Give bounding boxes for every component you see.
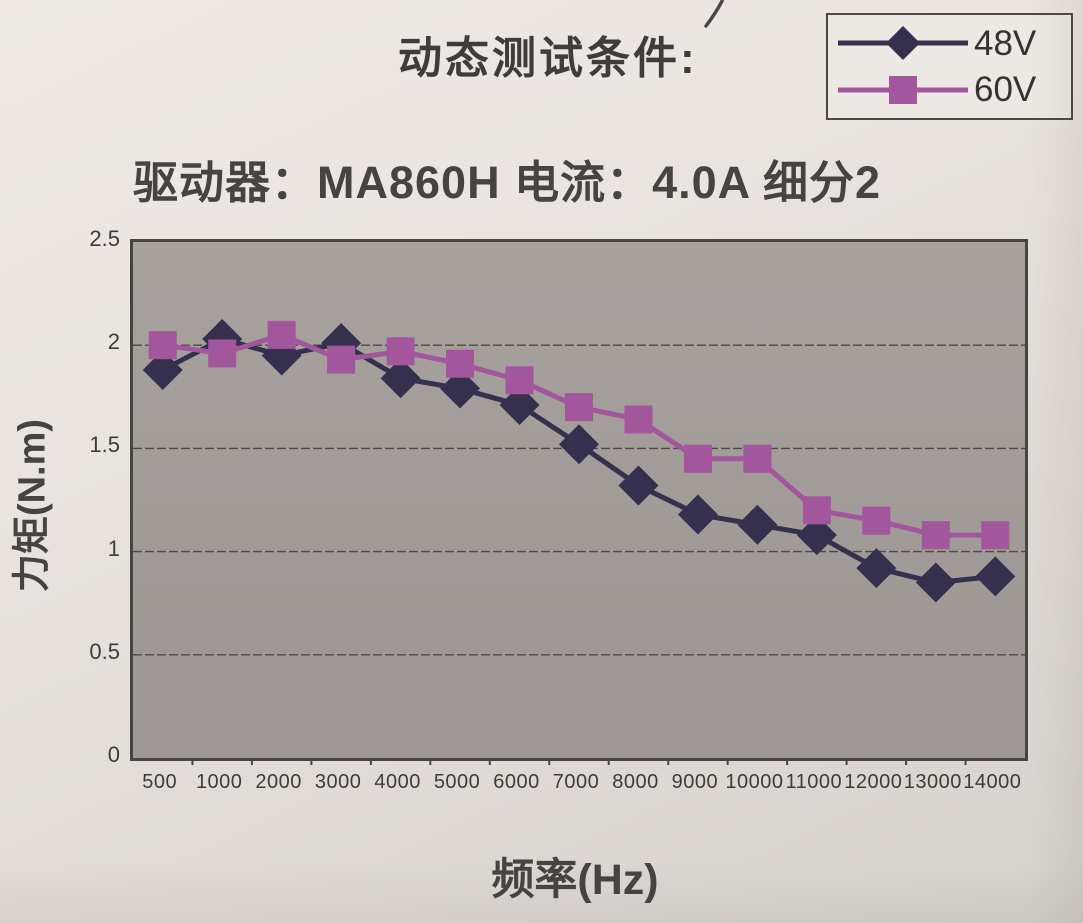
photo-edge-shading [1028, 0, 1083, 923]
y-tick-label: 2 [107, 329, 120, 355]
data-point-48V-8000 [618, 465, 659, 506]
x-tick-label: 3000 [314, 771, 362, 793]
y-axis-tick-labels: 0 0.5 1 1.5 2 2.5 [0, 227, 120, 767]
data-point-48V-14000 [975, 556, 1016, 597]
data-point-60V-9000 [683, 444, 712, 473]
legend-label-48v: 48V [974, 23, 1037, 63]
legend-item-48v: 48V [832, 23, 1067, 63]
data-point-60V-4000 [386, 337, 415, 366]
data-point-60V-14000 [981, 521, 1010, 550]
y-tick-label: 2.5 [89, 226, 120, 251]
legend-48v-line-diamond-icon [838, 26, 968, 61]
data-point-48V-5000 [440, 368, 481, 409]
x-tick-label: 11000 [785, 771, 843, 793]
x-tick-label: 9000 [671, 771, 719, 793]
y-tick-label: 0.5 [89, 638, 120, 664]
test-conditions-subtitle: 驱动器：MA860H 电流：4.0A 细分2 [133, 157, 881, 208]
data-point-48V-4000 [380, 358, 421, 399]
data-point-60V-2000 [267, 320, 296, 349]
x-tick-label: 7000 [552, 771, 600, 793]
data-point-60V-10000 [743, 444, 772, 473]
x-tick-label: 6000 [493, 771, 540, 793]
data-point-60V-13000 [921, 521, 950, 550]
data-point-60V-6000 [505, 366, 534, 395]
data-point-48V-13000 [915, 562, 956, 603]
x-tick-label: 2000 [255, 771, 302, 793]
pen-stroke-mark [704, 0, 724, 28]
legend: 48V 60V [826, 13, 1073, 120]
data-point-48V-6000 [499, 385, 540, 426]
data-point-48V-9000 [677, 494, 718, 535]
data-point-48V-12000 [856, 548, 897, 589]
x-tick-label: 5000 [433, 771, 481, 793]
data-point-60V-500 [148, 331, 177, 360]
x-tick-label: 10000 [725, 771, 784, 793]
data-point-48V-10000 [737, 504, 778, 545]
data-point-60V-3000 [327, 345, 356, 374]
y-tick-label: 0 [107, 742, 120, 767]
x-tick-label: 14000 [963, 771, 1022, 793]
plot-area [130, 239, 1028, 765]
x-tick-label: 13000 [903, 771, 962, 793]
x-tick-label: 4000 [374, 771, 421, 793]
data-point-60V-12000 [862, 506, 891, 535]
data-point-48V-7000 [559, 424, 599, 465]
x-tick-label: 12000 [844, 771, 903, 793]
y-tick-label: 1 [107, 535, 120, 561]
data-point-60V-7000 [565, 393, 593, 422]
data-point-60V-8000 [624, 405, 653, 434]
data-point-60V-11000 [802, 496, 831, 525]
data-point-60V-5000 [446, 349, 475, 378]
chart-title: 动态测试条件: [398, 34, 698, 83]
x-tick-label: 500 [142, 771, 178, 793]
y-tick-label: 1.5 [89, 432, 120, 458]
x-axis-tick-labels: 500 1000 2000 3000 4000 5000 6000 7000 8000 9000 1… [130, 770, 1022, 800]
data-point-60V-1000 [208, 339, 237, 368]
data-point-48V-11000 [796, 515, 837, 556]
legend-60v-line-square-icon [838, 75, 968, 104]
legend-item-60v: 60V [832, 70, 1067, 110]
x-tick-label: 8000 [612, 771, 659, 793]
legend-label-60v: 60V [974, 70, 1037, 110]
x-tick-label: 1000 [195, 771, 243, 793]
data-point-48V-500 [142, 349, 183, 390]
x-axis-title: 频率(Hz) [491, 856, 659, 904]
